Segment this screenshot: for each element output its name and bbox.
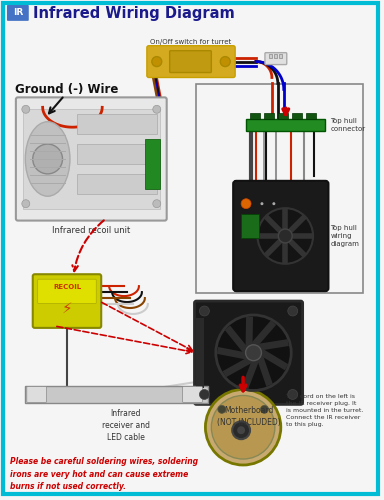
Circle shape — [152, 56, 162, 66]
Bar — [306, 114, 316, 119]
Circle shape — [22, 106, 30, 114]
Text: Ground (-) Wire: Ground (-) Wire — [15, 83, 118, 96]
Circle shape — [216, 315, 291, 390]
FancyBboxPatch shape — [233, 181, 328, 291]
Ellipse shape — [271, 200, 280, 211]
Bar — [25, 386, 209, 404]
Circle shape — [288, 306, 298, 316]
Circle shape — [218, 406, 226, 413]
Circle shape — [272, 202, 275, 205]
Text: Please be careful soldering wires, soldering
irons are very hot and can cause ex: Please be careful soldering wires, solde… — [10, 457, 198, 491]
Bar — [269, 54, 272, 58]
FancyBboxPatch shape — [38, 279, 96, 303]
Circle shape — [199, 306, 209, 316]
Circle shape — [22, 200, 30, 207]
FancyBboxPatch shape — [16, 98, 167, 220]
Circle shape — [232, 422, 250, 439]
Bar — [78, 114, 157, 134]
Text: On/Off switch for turret: On/Off switch for turret — [151, 38, 232, 44]
FancyBboxPatch shape — [27, 386, 46, 402]
Bar — [246, 119, 326, 131]
Bar — [78, 144, 157, 164]
FancyBboxPatch shape — [182, 386, 202, 402]
Text: Top hull
connector: Top hull connector — [330, 118, 366, 132]
Circle shape — [260, 406, 268, 413]
Ellipse shape — [33, 144, 63, 174]
FancyBboxPatch shape — [33, 274, 101, 328]
Ellipse shape — [25, 122, 70, 196]
FancyBboxPatch shape — [170, 50, 211, 72]
Text: RECOIL: RECOIL — [53, 284, 81, 290]
Circle shape — [211, 396, 275, 459]
Circle shape — [237, 426, 245, 434]
Bar — [274, 54, 277, 58]
FancyBboxPatch shape — [7, 5, 29, 21]
Bar — [197, 84, 363, 293]
Text: Infrared
receiver and
LED cable: Infrared receiver and LED cable — [102, 409, 150, 442]
Text: Motherboard
(NOT INCLUDED): Motherboard (NOT INCLUDED) — [217, 406, 280, 426]
Bar — [250, 114, 260, 119]
FancyBboxPatch shape — [147, 46, 235, 78]
Circle shape — [246, 228, 256, 238]
Circle shape — [205, 390, 281, 465]
Circle shape — [246, 345, 262, 360]
Bar — [23, 110, 160, 208]
Circle shape — [260, 202, 263, 205]
Text: IR: IR — [13, 8, 23, 18]
Circle shape — [199, 390, 209, 400]
Bar — [292, 114, 302, 119]
Text: Infrared recoil unit: Infrared recoil unit — [52, 226, 131, 235]
Ellipse shape — [260, 200, 268, 211]
Circle shape — [153, 200, 161, 207]
Text: Infrared Wiring Diagram: Infrared Wiring Diagram — [33, 6, 235, 22]
Circle shape — [241, 198, 251, 208]
Bar — [78, 174, 157, 194]
Bar — [145, 139, 160, 189]
Bar — [279, 54, 282, 58]
Circle shape — [288, 390, 298, 400]
FancyBboxPatch shape — [194, 301, 303, 405]
Circle shape — [153, 106, 161, 114]
Circle shape — [278, 229, 292, 243]
Bar — [241, 214, 259, 238]
Text: ⚡: ⚡ — [61, 301, 72, 316]
Circle shape — [258, 208, 313, 264]
Bar — [264, 114, 274, 119]
FancyBboxPatch shape — [265, 52, 287, 64]
Text: Top hull
wiring
diagram: Top hull wiring diagram — [330, 225, 359, 247]
Bar — [278, 114, 288, 119]
Bar — [197, 318, 204, 388]
Text: The cord on the left is
the IR receiver plug. It
is mounted in the turret.
Conne: The cord on the left is the IR receiver … — [286, 394, 363, 428]
Circle shape — [220, 56, 230, 66]
